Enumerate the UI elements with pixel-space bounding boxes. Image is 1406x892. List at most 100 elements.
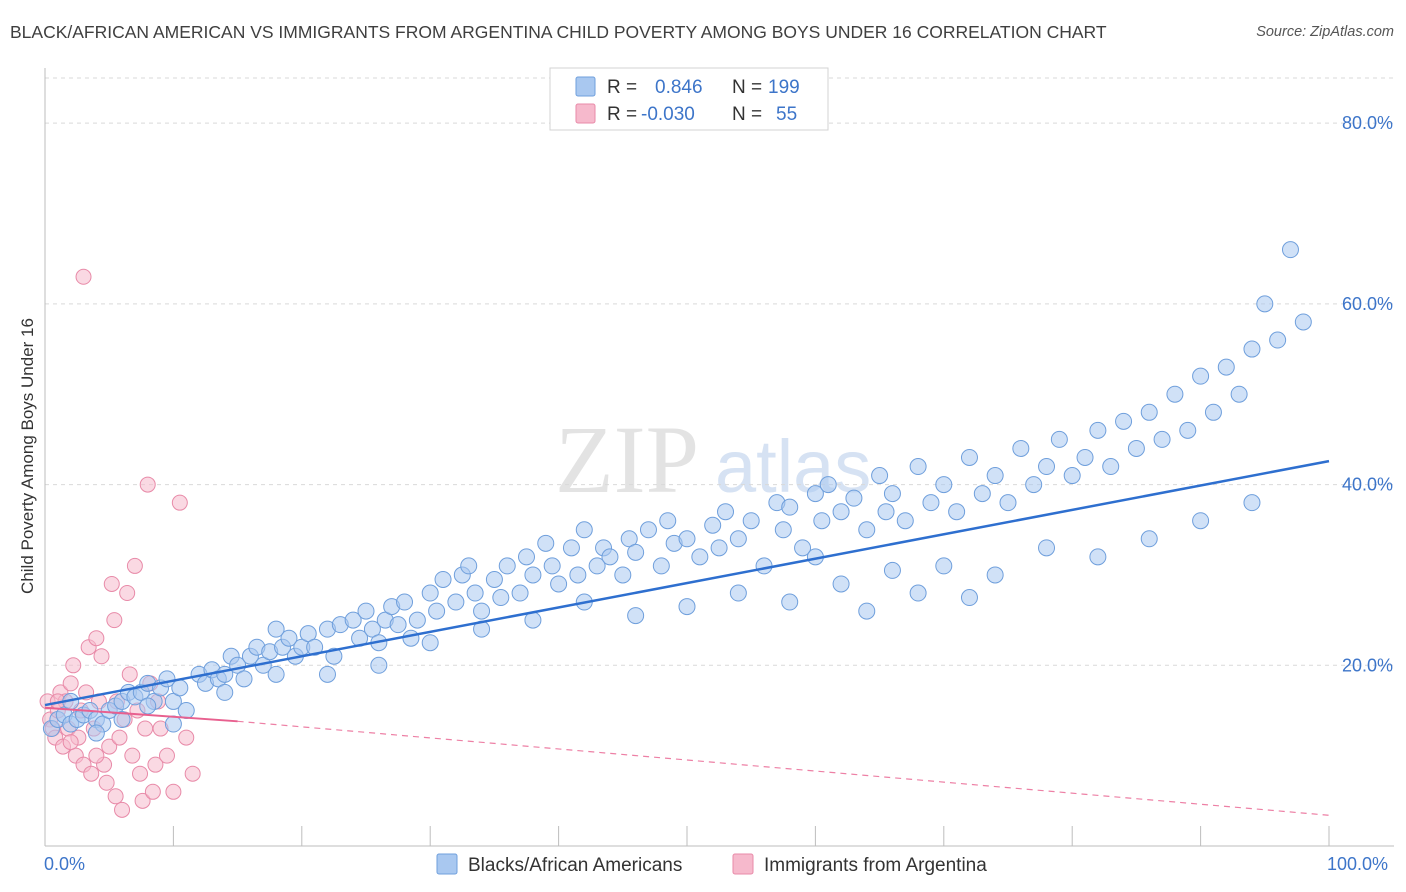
black-point [845,489,863,507]
black-point [466,584,484,602]
black-point [1204,403,1222,421]
black-point [1012,439,1030,457]
legend-n-label-argentina: N = [732,104,762,125]
black-point [280,629,298,647]
black-point [1192,512,1210,530]
black-point [357,602,375,620]
black-point [1153,430,1171,448]
legend-swatch-argentina [575,103,596,124]
black-point [550,575,568,593]
black-point [729,584,747,602]
black-point [652,557,670,575]
bottom-legend-label-black: Blacks/African Americans [468,855,682,876]
black-point [960,589,978,607]
argentina-point [88,630,105,647]
black-point [704,516,722,534]
black-point [871,467,889,485]
black-point [960,448,978,466]
black-point [575,521,593,539]
argentina-point [88,747,105,764]
trend-line-argentina [44,706,238,723]
black-point [806,485,824,503]
argentina-point [111,729,128,746]
black-point [627,543,645,561]
argentina-point [93,648,110,665]
black-point [1256,295,1274,313]
black-point [819,476,837,494]
legend-r-label-argentina: R = [607,104,637,125]
black-point [678,530,696,548]
black-point [1076,448,1094,466]
argentina-point [101,738,118,755]
black-point [948,503,966,521]
argentina-point [134,792,151,809]
black-point [781,593,799,611]
watermark-zip: ZIP [555,406,699,513]
bottom-legend-swatch-black [436,853,458,875]
argentina-point [114,801,131,818]
black-point [1127,439,1145,457]
y-axis-label: Child Poverty Among Boys Under 16 [18,318,37,594]
argentina-point [158,747,175,764]
black-point [691,548,709,566]
black-point [113,711,131,729]
black-point [774,521,792,539]
argentina-point [103,575,120,592]
black-point [164,715,182,733]
bottom-legend-swatch-argentina [732,853,754,875]
black-point [518,548,535,566]
source-label: Source: ZipAtlas.com [1256,24,1394,40]
trend-lines [44,459,1330,816]
black-point [267,620,285,638]
black-point [614,566,632,584]
black-point [498,557,516,575]
black-point [171,679,189,697]
black-point [781,498,799,516]
black-point [235,670,253,688]
black-point [1281,241,1299,259]
black-point [588,557,606,575]
black-point [794,539,812,557]
black-point [729,530,747,548]
black-point [1217,358,1235,376]
argentina-point [62,675,79,692]
black-point [460,557,478,575]
black-point [1243,340,1261,358]
black-point [973,485,991,503]
legend-n-value-black: 199 [768,77,800,98]
black-point [909,458,927,476]
argentina-point [119,585,136,602]
black-point [543,557,561,575]
legend-r-label-black: R = [607,77,637,98]
argentina-point [75,268,92,285]
black-point [832,503,850,521]
y-tick-label: 40.0% [1342,475,1393,495]
black-point [1038,539,1056,557]
black-point [1230,385,1248,403]
black-point [524,566,542,584]
black-point [537,534,555,552]
black-point [755,557,773,575]
black-point [1179,421,1197,439]
trend-line-black [44,459,1330,707]
black-point [511,584,529,602]
argentina-point [184,765,201,782]
black-point [1089,548,1107,566]
black-point [492,589,510,607]
argentina-point [132,765,149,782]
black-point [267,665,285,683]
legend-n-value-argentina: 55 [776,104,797,125]
black-point [344,611,362,629]
black-point [1102,458,1120,476]
x-tick-marks [44,826,1330,846]
black-point [1140,530,1158,548]
legend-n-label-black: N = [732,77,762,98]
argentina-point [83,765,100,782]
black-point [473,602,491,620]
argentina-point [144,783,161,800]
black-point [139,697,157,715]
black-point [1038,458,1056,476]
black-point [434,570,452,588]
black-point [428,602,446,620]
